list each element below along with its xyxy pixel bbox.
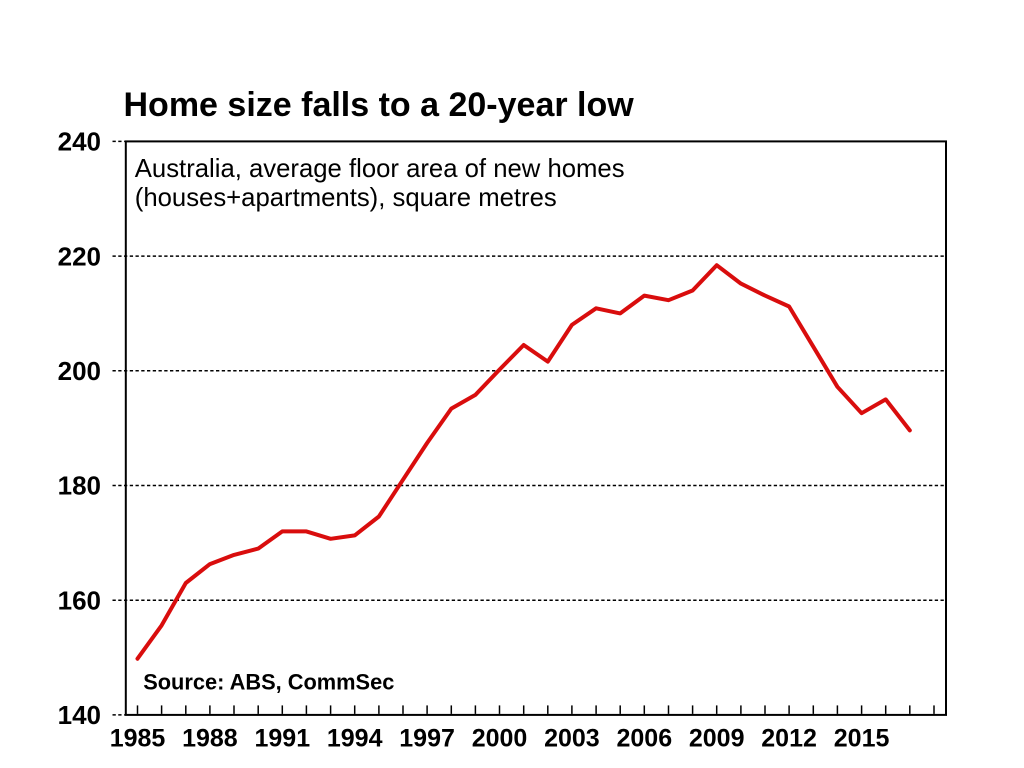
svg-text:2006: 2006	[616, 724, 672, 752]
svg-text:1988: 1988	[182, 724, 238, 752]
svg-text:1994: 1994	[327, 724, 383, 752]
svg-text:1985: 1985	[110, 724, 166, 752]
svg-text:160: 160	[58, 585, 101, 615]
svg-text:Home size falls to a 20-year l: Home size falls to a 20-year low	[124, 86, 635, 124]
svg-text:2000: 2000	[472, 724, 528, 752]
svg-text:140: 140	[58, 700, 101, 730]
svg-text:Source: ABS, CommSec: Source: ABS, CommSec	[143, 669, 394, 694]
svg-text:220: 220	[58, 241, 101, 271]
svg-text:2012: 2012	[761, 724, 817, 752]
svg-text:(houses+apartments), square me: (houses+apartments), square metres	[135, 184, 557, 212]
svg-text:240: 240	[58, 127, 101, 157]
svg-text:2003: 2003	[544, 724, 600, 752]
svg-text:180: 180	[58, 471, 101, 501]
svg-text:1991: 1991	[254, 724, 310, 752]
svg-text:Australia, average floor area: Australia, average floor area of new hom…	[135, 155, 625, 183]
svg-text:2009: 2009	[689, 724, 745, 752]
svg-text:200: 200	[58, 356, 101, 386]
svg-text:2015: 2015	[834, 724, 890, 752]
svg-text:1997: 1997	[399, 724, 455, 752]
